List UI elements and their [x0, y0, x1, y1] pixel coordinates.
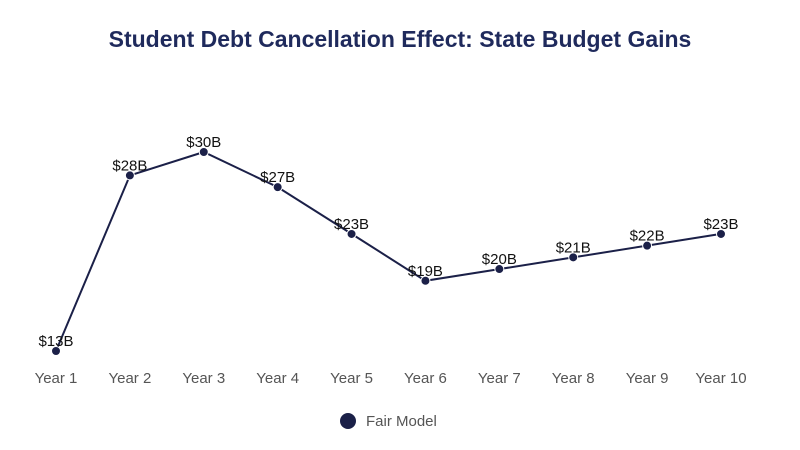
data-point[interactable] [568, 252, 579, 263]
data-label: $23B [703, 216, 738, 233]
x-tick-label: Year 9 [626, 370, 669, 387]
data-label: $28B [112, 157, 147, 174]
series-line [55, 150, 722, 352]
data-point[interactable] [124, 170, 135, 181]
legend-marker-icon [340, 413, 356, 429]
x-tick-label: Year 2 [108, 370, 151, 387]
legend-label: Fair Model [366, 413, 437, 430]
x-tick-label: Year 5 [330, 370, 373, 387]
plot-area: $13B $28B $30B $27B $23B $19B $20B $21B $22B $23B [38, 134, 739, 356]
data-point[interactable] [494, 264, 505, 275]
x-tick-label: Year 10 [695, 370, 746, 387]
data-label: $20B [482, 251, 517, 268]
x-axis: Year 1 Year 2 Year 3 Year 4 Year 5 Year 6 Year… [35, 370, 747, 387]
data-label: $13B [38, 333, 73, 350]
data-point[interactable] [51, 346, 61, 356]
data-point[interactable] [420, 275, 431, 286]
data-label: $21B [556, 239, 591, 256]
data-point[interactable] [272, 182, 283, 193]
data-label: $19B [408, 263, 443, 280]
chart-title: Student Debt Cancellation Effect: State … [108, 26, 692, 52]
data-label: $30B [186, 134, 221, 151]
x-tick-label: Year 6 [404, 370, 447, 387]
data-label: $27B [260, 169, 295, 186]
data-point[interactable] [346, 228, 357, 239]
data-point[interactable] [198, 147, 209, 157]
data-label: $23B [334, 216, 369, 233]
x-tick-label: Year 7 [478, 370, 521, 387]
data-point[interactable] [642, 240, 653, 251]
x-tick-label: Year 4 [256, 370, 299, 387]
x-tick-label: Year 1 [35, 370, 78, 387]
x-tick-label: Year 8 [552, 370, 595, 387]
data-label: $22B [630, 228, 665, 245]
legend: Fair Model [340, 413, 437, 430]
data-point[interactable] [716, 228, 726, 239]
x-tick-label: Year 3 [182, 370, 225, 387]
